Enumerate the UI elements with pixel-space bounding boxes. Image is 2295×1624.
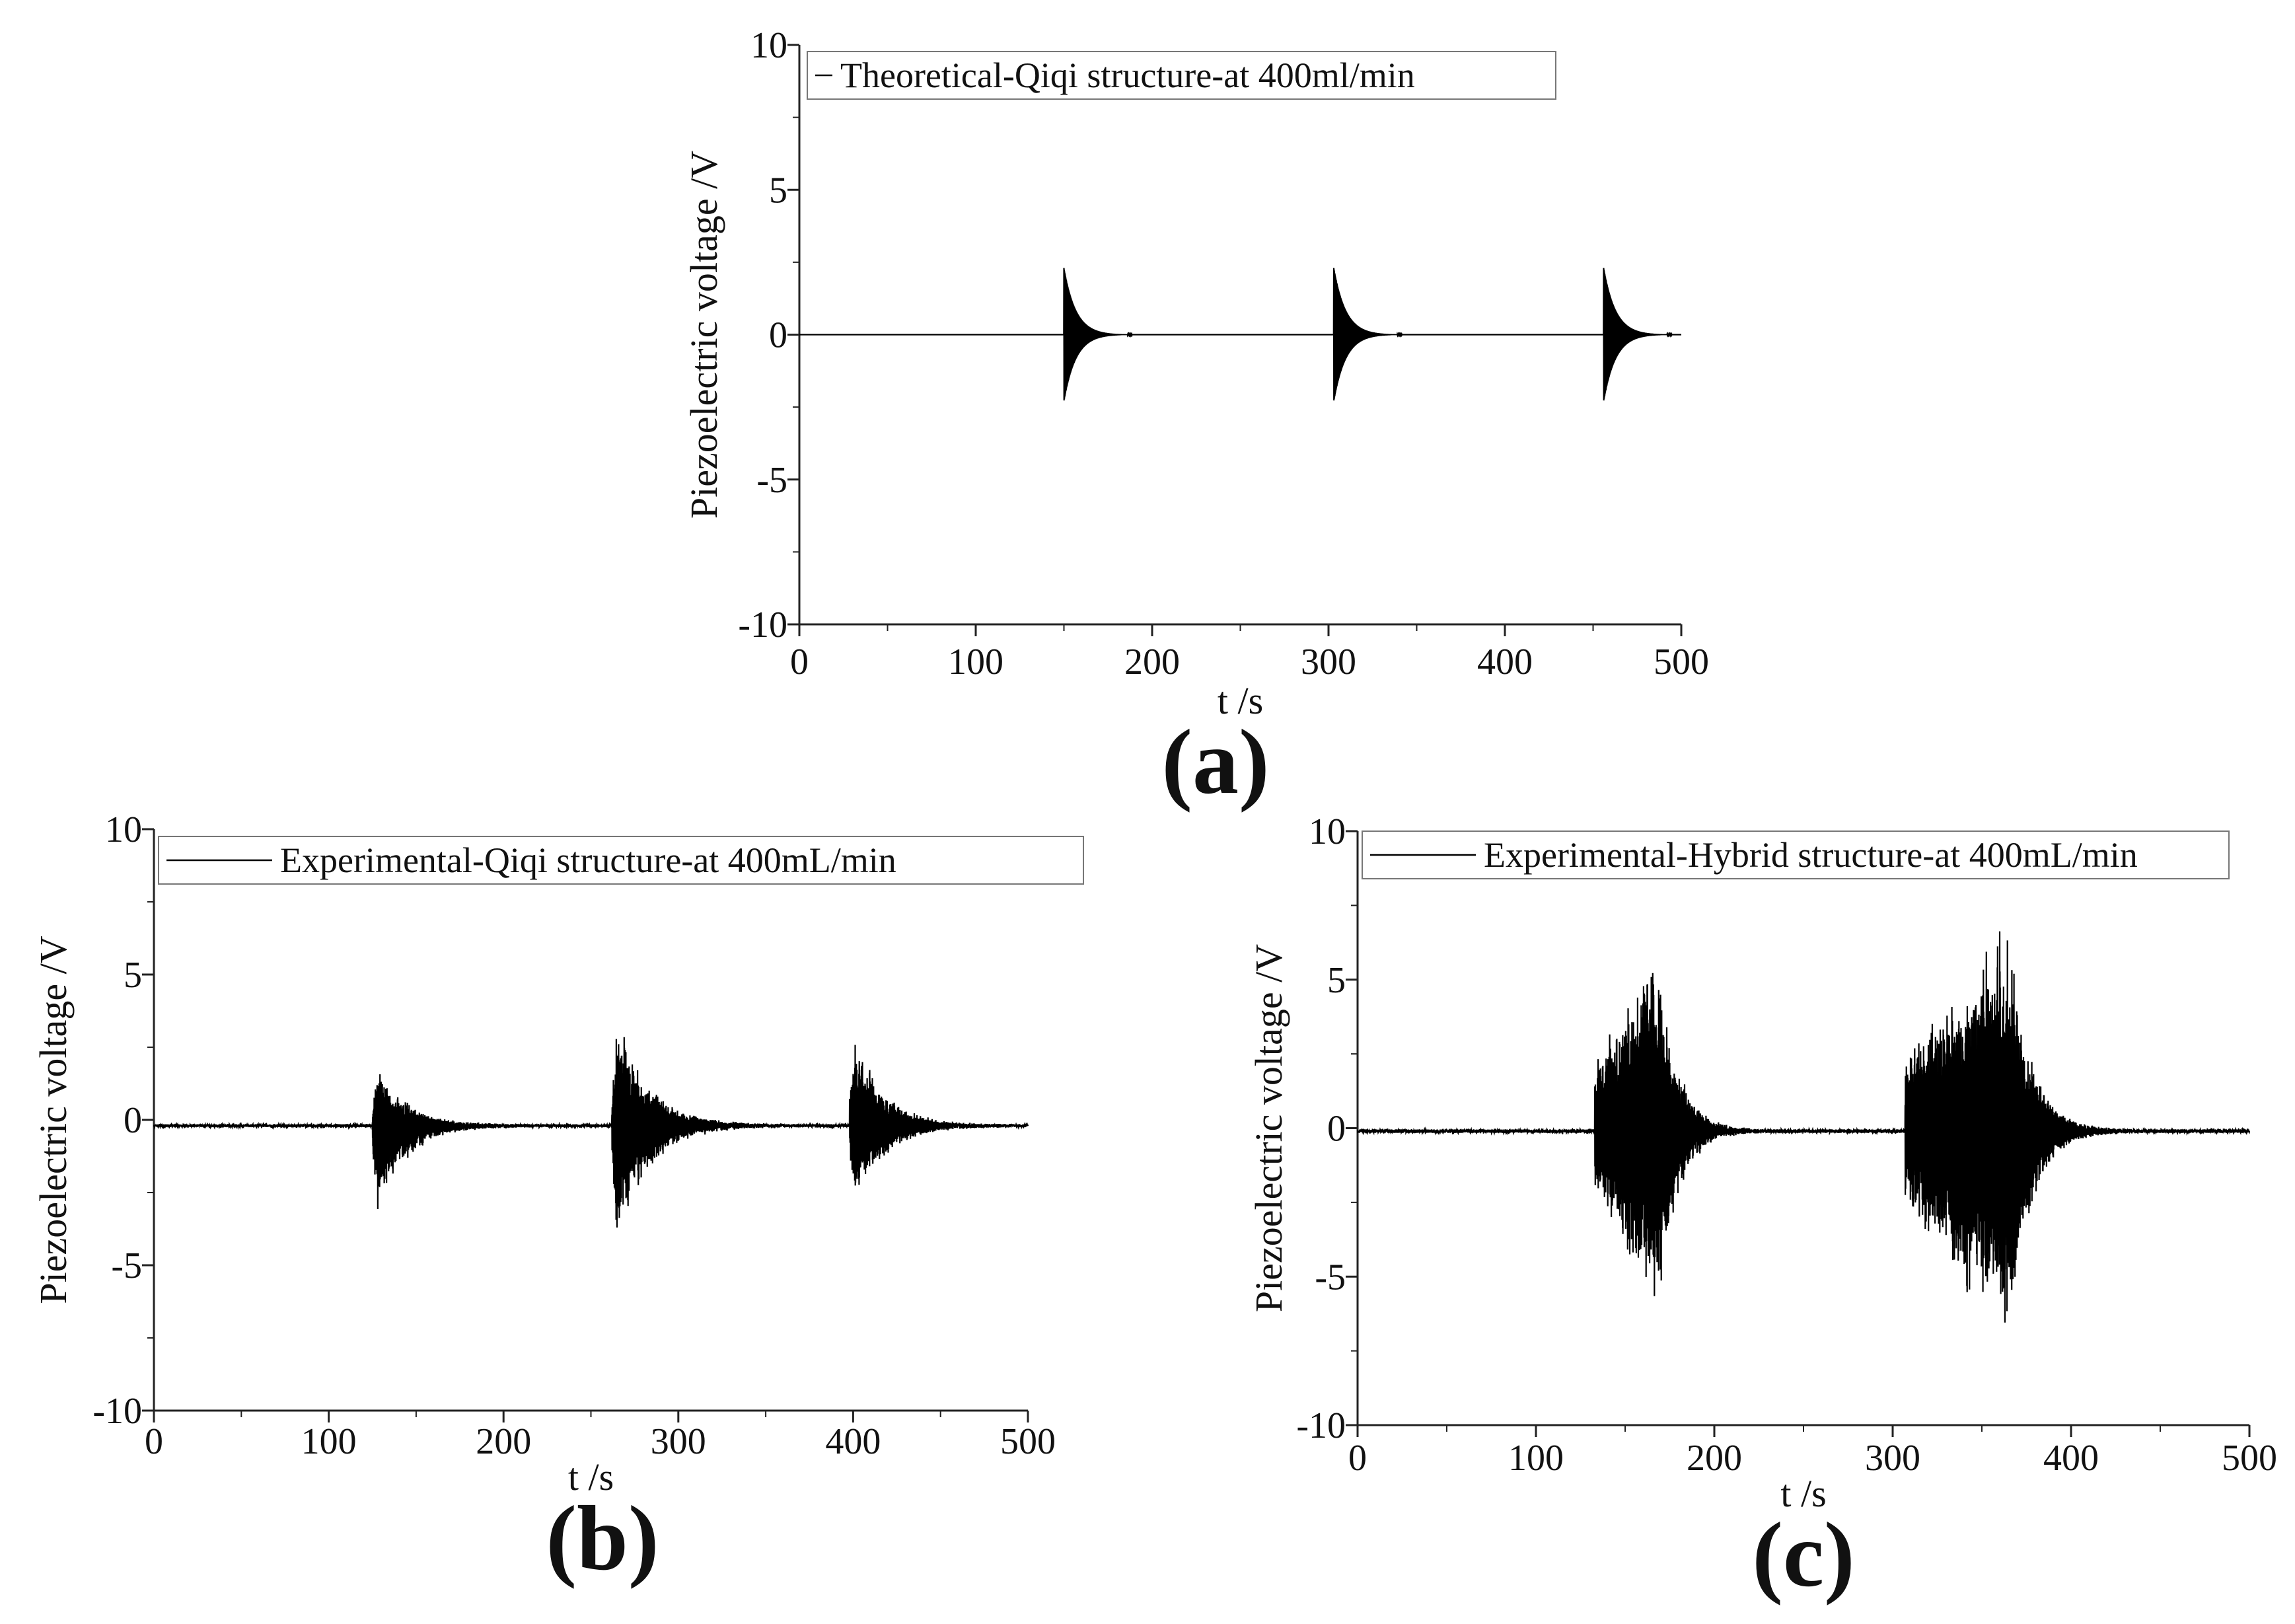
y-tick-label: 0 [124,1100,142,1141]
x-tick-label: 500 [1000,1421,1056,1462]
legend-label: Theoretical-Qiqi structure-at 400ml/min [840,55,1415,95]
y-tick-label: 10 [750,25,787,66]
x-axis-title: t /s [568,1456,614,1498]
x-tick-label: 300 [651,1421,706,1462]
x-axis-title: t /s [1780,1472,1826,1515]
y-tick-label: -5 [1315,1257,1346,1298]
x-tick-label: 100 [948,642,1003,683]
series-line [1356,931,2251,1323]
y-tick-label: 10 [105,809,142,850]
series-line [153,1037,1029,1228]
x-tick-label: 500 [1654,642,1709,683]
y-tick-label: 5 [769,170,787,211]
y-axis-title: Piezoelectric voltage /V [1247,944,1290,1312]
panel-label: (a) [1161,711,1269,813]
legend-label: Experimental-Hybrid structure-at 400mL/m… [1484,835,2138,875]
x-tick-label: 300 [1865,1438,1920,1479]
y-tick-label: -10 [738,605,787,646]
x-tick-label: 400 [825,1421,881,1462]
x-tick-label: 200 [1687,1438,1742,1479]
y-axis-title: Piezoelectric voltage /V [32,936,75,1304]
x-tick-label: 500 [2222,1438,2277,1479]
x-tick-label: 400 [2043,1438,2099,1479]
x-tick-label: 100 [1508,1438,1564,1479]
y-tick-label: -10 [1296,1405,1346,1446]
y-tick-label: -5 [756,460,787,501]
legend-box [158,836,1084,885]
y-tick-label: 0 [769,315,787,356]
chart-panel-3: 0 100 200 300 400 500 10 5 0 -5 -10 t /s Piezoelectr… [1247,811,2277,1606]
y-tick-label: 5 [1327,960,1346,1001]
series-line [799,268,1681,401]
y-tick-label: 0 [1327,1109,1346,1150]
y-tick-label: -10 [92,1391,142,1432]
y-tick-label: -5 [111,1245,142,1286]
legend-box [1362,830,2230,879]
x-tick-label: 0 [790,642,809,683]
legend-label: Experimental-Qiqi structure-at 400mL/min [280,840,896,880]
x-tick-label: 300 [1301,642,1356,683]
x-tick-label: 100 [301,1421,357,1462]
x-tick-label: 0 [1348,1438,1367,1479]
x-tick-label: 0 [145,1421,163,1462]
x-tick-label: 200 [476,1421,531,1462]
x-tick-label: 400 [1477,642,1533,683]
panel-label: (c) [1752,1504,1854,1606]
y-tick-label: 10 [1309,811,1346,852]
panel-label: (b) [546,1487,659,1590]
x-tick-label: 200 [1124,642,1180,683]
y-axis-title: Piezoelectric voltage /V [682,151,725,519]
chart-panel-2: 0 100 200 300 400 500 10 5 0 -5 -10 t /s Piezoelectr… [32,809,1084,1590]
legend-box [807,51,1556,100]
chart-panel-1: 0 100 200 300 400 500 10 5 0 -5 -10 t /s Piezoelectr… [682,25,1709,813]
x-axis-title: t /s [1218,679,1263,722]
y-tick-label: 5 [124,955,142,996]
